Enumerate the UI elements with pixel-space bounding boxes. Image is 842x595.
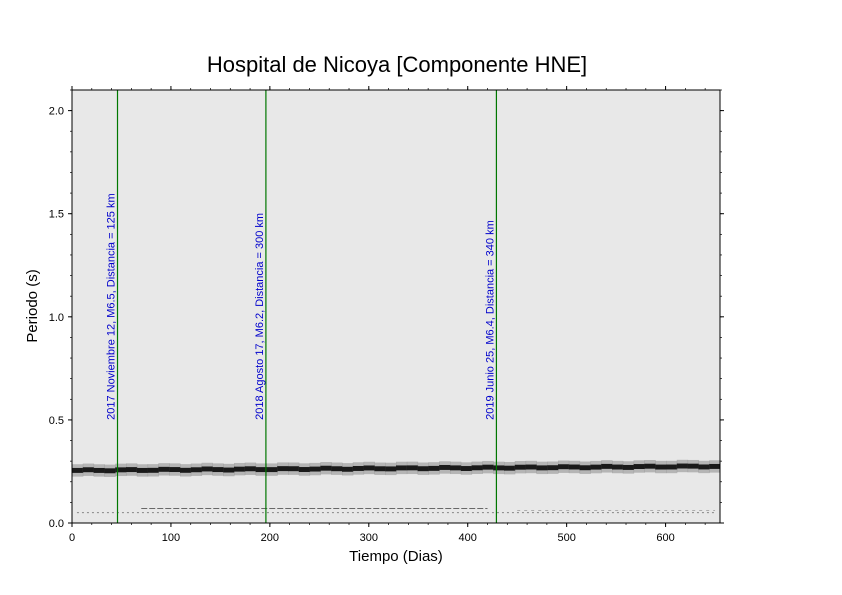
band-core xyxy=(687,463,699,469)
band-core xyxy=(190,467,203,473)
band-core xyxy=(439,464,451,470)
band-core xyxy=(136,467,149,473)
band-core xyxy=(104,468,116,474)
band-core xyxy=(514,464,527,470)
band-core xyxy=(428,465,440,471)
x-tick-label: 0 xyxy=(69,532,75,544)
x-tick-label: 200 xyxy=(261,532,279,544)
band-core xyxy=(374,466,386,472)
band-core xyxy=(482,464,494,470)
band-core xyxy=(504,465,516,471)
y-axis: 0.0 0.5 1.0 1.5 2.0 xyxy=(49,89,724,530)
band-core xyxy=(536,465,548,471)
band-core xyxy=(158,466,170,472)
band-core xyxy=(493,465,505,471)
plot-area xyxy=(72,90,720,523)
band-core xyxy=(255,467,267,473)
band-core xyxy=(115,467,127,473)
band-core xyxy=(320,465,332,471)
band-core xyxy=(223,467,235,473)
chart-title: Hospital de Nicoya [Componente HNE] xyxy=(207,52,587,77)
band-core xyxy=(698,464,710,470)
band-core xyxy=(590,464,602,470)
band-core xyxy=(244,466,257,472)
band-core xyxy=(331,466,343,472)
y-tick-label: 0.5 xyxy=(49,415,64,427)
band-core xyxy=(93,467,105,473)
x-axis: 0 100 200 300 400 500 600 xyxy=(69,86,706,544)
band-core xyxy=(277,466,289,472)
band-core xyxy=(298,467,311,472)
y-tick-label: 2.0 xyxy=(49,106,64,118)
x-tick-label: 400 xyxy=(459,532,477,544)
band-core xyxy=(547,465,559,471)
band-core xyxy=(385,466,397,472)
band-core xyxy=(460,466,473,471)
x-tick-label: 600 xyxy=(656,532,674,544)
event-label: 2019 Junio 25, M6.4, Distancia = 340 km xyxy=(484,220,496,420)
y-tick-label: 0.0 xyxy=(49,518,64,530)
x-tick-label: 500 xyxy=(557,532,575,544)
y-axis-label: Periodo (s) xyxy=(24,269,41,342)
band-core xyxy=(633,464,645,470)
band-core xyxy=(352,465,365,471)
band-core xyxy=(212,467,224,473)
band-core xyxy=(234,466,246,472)
band-core xyxy=(396,465,408,471)
band-core xyxy=(676,463,689,469)
y-tick-label: 1.0 xyxy=(49,312,64,324)
band-core xyxy=(612,464,624,470)
band-core xyxy=(72,467,84,473)
band-core xyxy=(655,464,667,470)
band-core xyxy=(471,465,483,471)
x-tick-label: 100 xyxy=(162,532,180,544)
band-core xyxy=(342,466,354,472)
band-core xyxy=(147,467,159,473)
band-core xyxy=(666,464,678,470)
band-core xyxy=(201,466,213,472)
band-core xyxy=(266,467,278,473)
band-core xyxy=(126,467,138,473)
band-core xyxy=(601,463,613,469)
band-core xyxy=(709,463,721,469)
band-core xyxy=(644,463,656,469)
band-core xyxy=(622,464,635,470)
event-label: 2018 Agosto 17, M6.2, Distancia = 300 km xyxy=(254,213,266,420)
band-core xyxy=(579,465,591,471)
band-core xyxy=(525,464,537,470)
y-tick-label: 1.5 xyxy=(49,209,64,221)
band-core xyxy=(82,467,95,473)
event-label: 2017 Noviembre 12, M6.5, Distancia = 125… xyxy=(106,193,118,420)
x-tick-label: 300 xyxy=(360,532,378,544)
band-core xyxy=(450,465,462,471)
plot-frame xyxy=(71,89,721,524)
band-core xyxy=(180,467,192,473)
band-core xyxy=(417,466,429,472)
band-core xyxy=(558,464,570,470)
band-core xyxy=(309,466,321,472)
band-core xyxy=(568,464,581,470)
low-period-speckle xyxy=(76,508,716,514)
band-core xyxy=(288,466,300,472)
x-axis-label: Tiempo (Dias) xyxy=(349,548,443,565)
band-core xyxy=(406,465,419,471)
band-core xyxy=(169,467,181,473)
event-markers: 2017 Noviembre 12, M6.5, Distancia = 125… xyxy=(106,90,498,523)
band-core xyxy=(363,465,375,471)
dominant-period-band xyxy=(72,459,721,477)
